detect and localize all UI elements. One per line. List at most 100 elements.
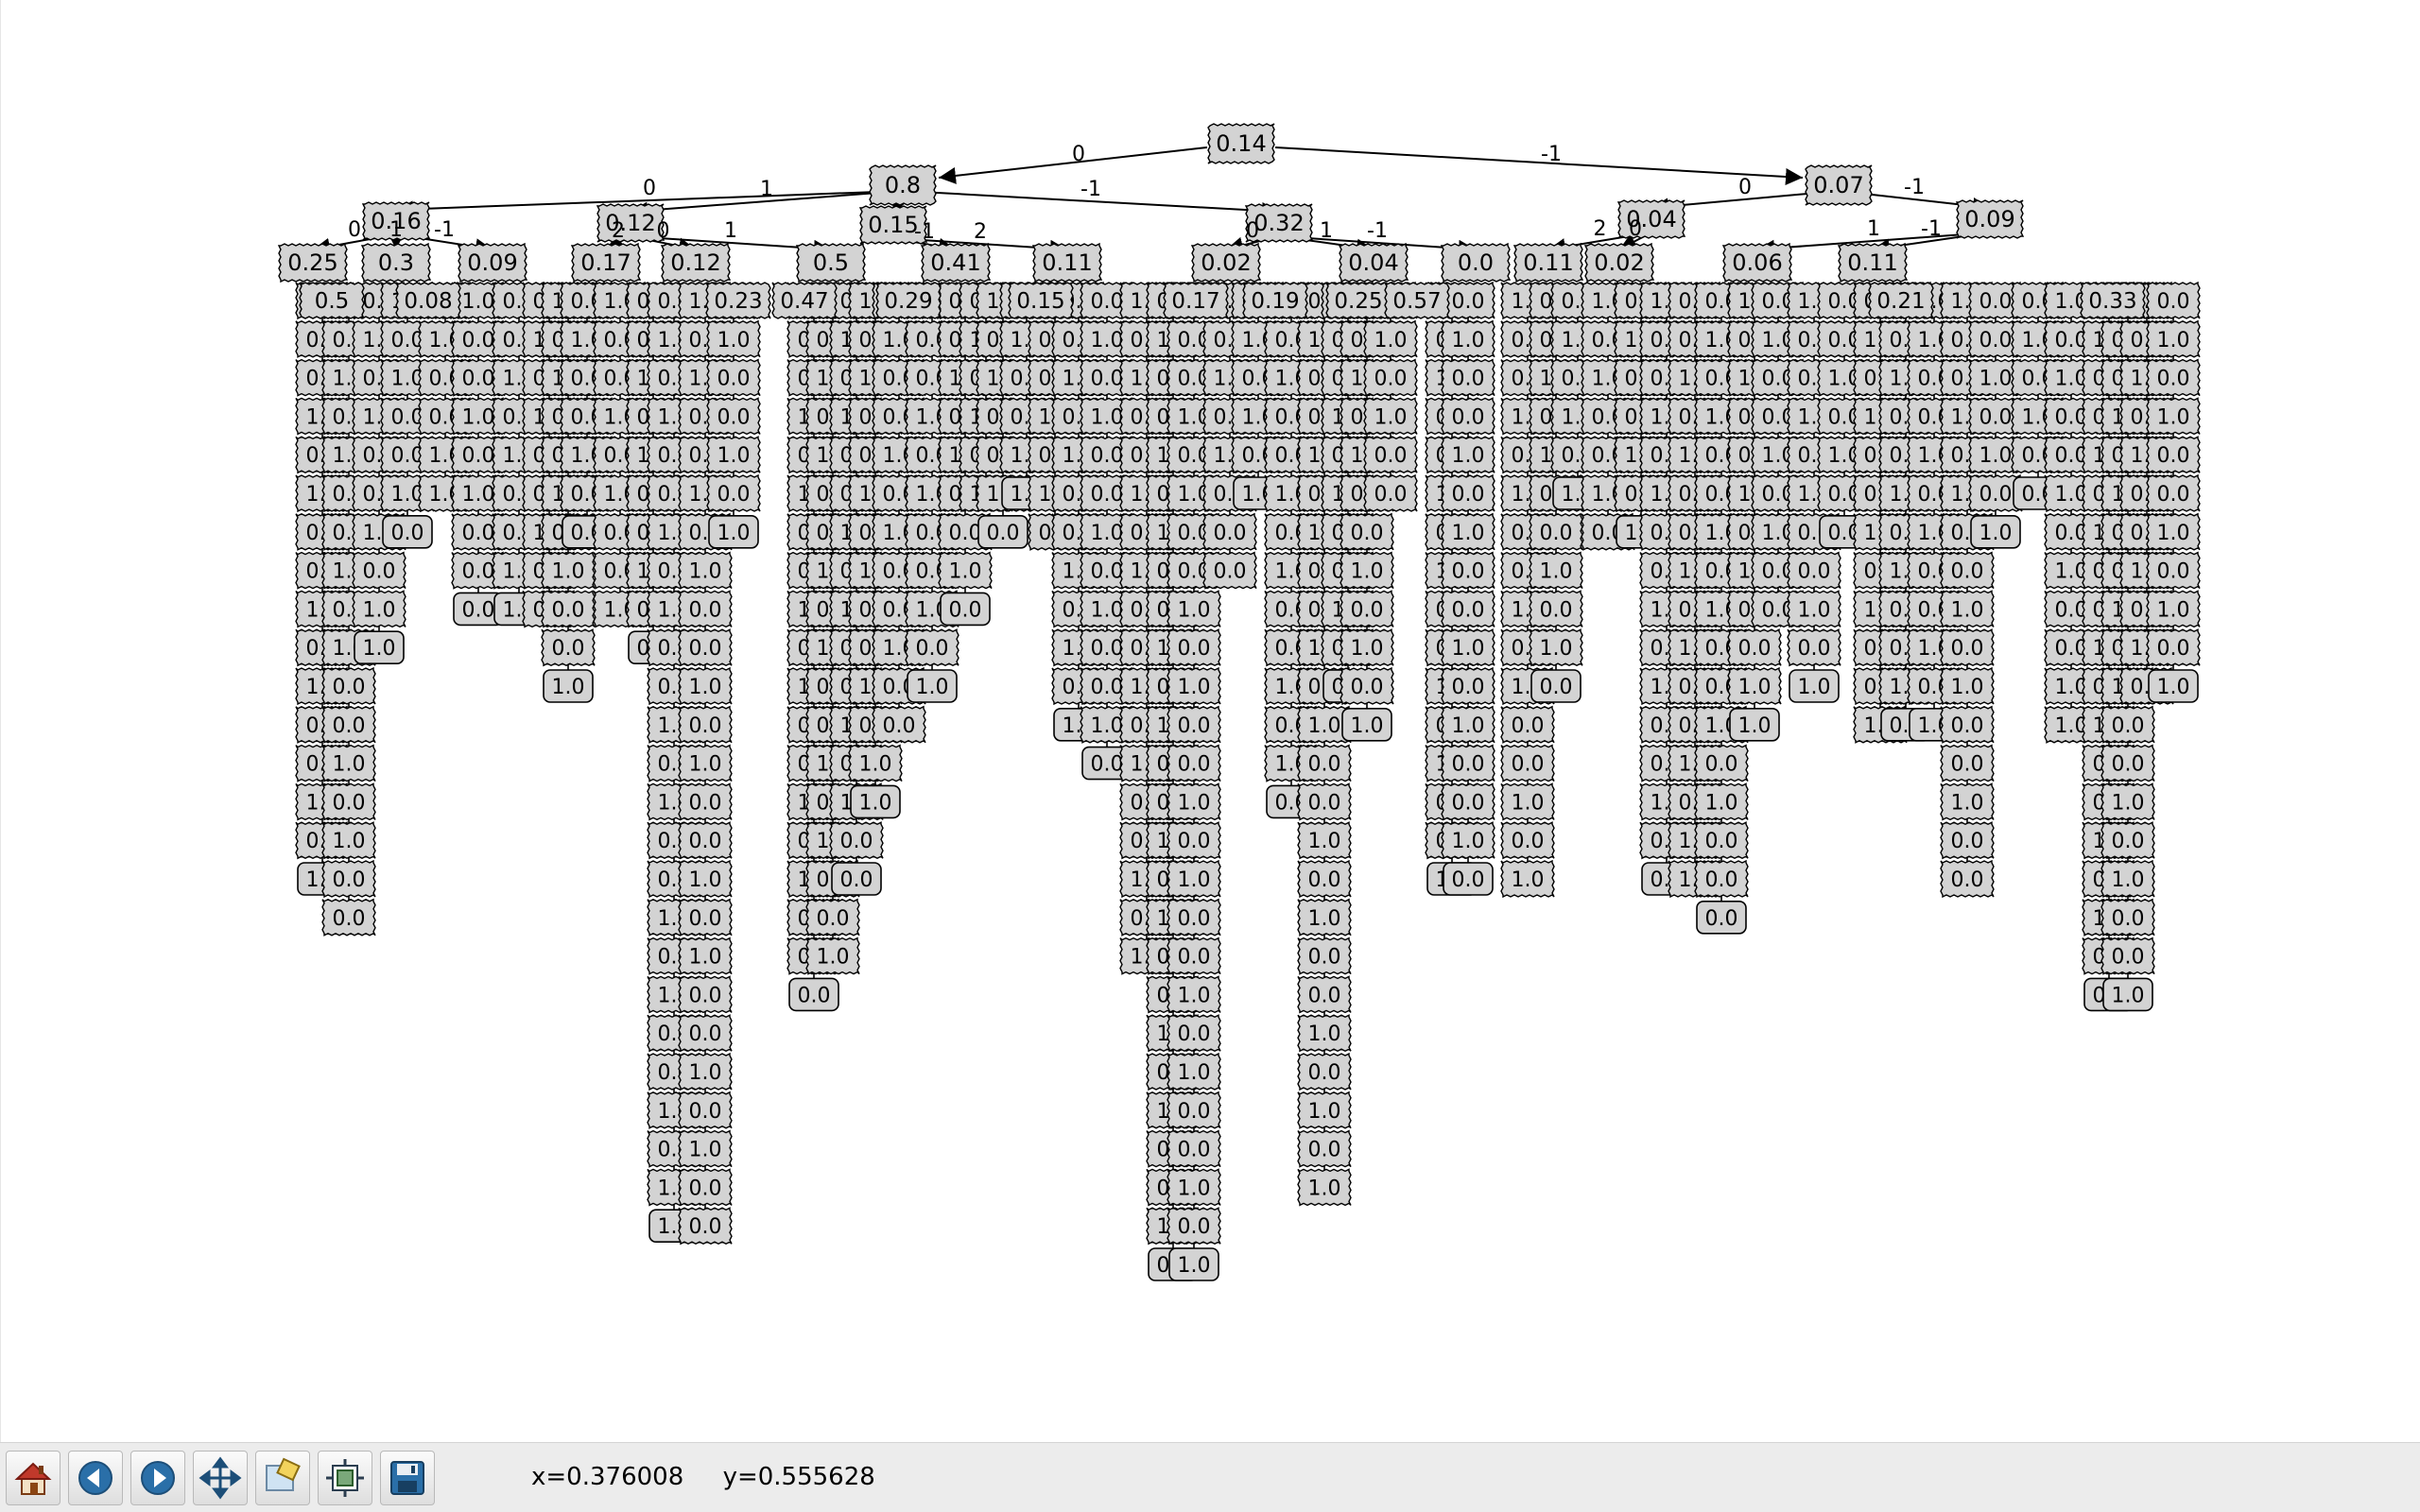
tree-node-label: 1.0 (1178, 676, 1211, 699)
leaf-node-box (321, 898, 376, 936)
tree-node-label: 0.0 (689, 637, 722, 661)
tree-node-box (678, 628, 733, 667)
forward-button[interactable] (130, 1451, 185, 1505)
tree-node-label: 1.0 (1452, 329, 1485, 352)
tree-node-box (678, 898, 733, 936)
tree-node: 1.0 (1968, 436, 2023, 474)
leaf-node-label: 1.0 (817, 946, 850, 970)
tree-graph: 1.0 0.0 0.0 1.0 0.0 1.0 0.0 0.0 1.0 0.0 1.0 0.0 0.0 1… (277, 123, 2201, 1281)
edge-root-0 (938, 146, 1208, 184)
leaf-node: 1.0 (708, 514, 759, 549)
tree-node: 0.0 (451, 551, 506, 590)
tree-node: 0.0 (2146, 628, 2201, 667)
tree-node: 1.0 (1297, 898, 1352, 936)
tree-node-label: 0.0 (689, 598, 722, 622)
tree-node-label: 0.0 (462, 368, 495, 391)
leaf-node: 1.0 (1789, 669, 1840, 703)
tree-node-label: 1.0 (363, 598, 396, 622)
tree-node: 0.0 (1441, 397, 1495, 436)
tree-node-label: 0.0 (2157, 368, 2190, 391)
tree-node-l4-label: 0.57 (1392, 289, 1441, 314)
tree-node-label: 0.0 (333, 868, 366, 892)
leaf-node-box (1363, 473, 1418, 513)
home-button[interactable] (6, 1451, 60, 1505)
tree-node-label: 0.0 (333, 676, 366, 699)
tree-node-l2: 0.12 (596, 203, 666, 243)
leaf-node-box (1530, 669, 1582, 703)
plot-canvas[interactable]: 1.0 0.0 0.0 1.0 0.0 1.0 0.0 0.0 1.0 0.0 1.0 0.0 0.0 1… (0, 0, 2420, 1442)
tree-node-l3-label: 0.11 (1042, 249, 1092, 276)
leaf-node: 0.0 (321, 898, 376, 936)
edge-l3-11-label: 2 (1594, 217, 1607, 241)
back-button[interactable] (68, 1451, 123, 1505)
tree-node: 0.0 (451, 512, 506, 551)
tree-node-box (1167, 1014, 1221, 1053)
tree-node-label: 1.0 (1091, 598, 1124, 622)
tree-node-label: 0.0 (1178, 714, 1211, 738)
tree-node-label: 1.0 (462, 290, 495, 314)
zoom-button[interactable] (255, 1451, 310, 1505)
edge-l3-10-label: -1 (1367, 219, 1388, 243)
tree-node-box (321, 859, 376, 899)
leaf-node: 0.0 (831, 862, 882, 896)
tree-node-box (352, 551, 406, 590)
tree-node-l3-label: 0.25 (287, 249, 337, 276)
tree-node-label: 1.0 (1178, 868, 1211, 892)
tree-node-box (706, 436, 761, 474)
tree-node-label: 1.0 (1540, 560, 1573, 584)
tree-node-label: 0.0 (1705, 868, 1738, 892)
tree-node-l4-label: 0.29 (884, 289, 932, 314)
tree-node: 1.0 (1340, 628, 1394, 667)
tree-node: 1.0 (1441, 319, 1495, 358)
tree-node: 0.0 (451, 436, 506, 474)
tree-node: 0.0 (1167, 1091, 1221, 1129)
tree-node-box (1167, 744, 1221, 782)
tree-node-label: 1.0 (689, 753, 722, 777)
tree-node-box (1340, 628, 1394, 667)
leaf-node-label: 1.0 (1512, 868, 1545, 892)
tree-node-label: 0.0 (689, 907, 722, 931)
tree-node-label: 1.0 (2112, 791, 2145, 815)
tree-node-box (1167, 859, 1221, 899)
tree-node-box (706, 397, 761, 436)
tree-node-box (1940, 744, 1995, 782)
tree-node-box (1297, 859, 1352, 899)
tree-node-l3-label: 0.41 (930, 249, 980, 276)
tree-node: 1.0 (1363, 397, 1418, 436)
tree-node-label: 0.0 (462, 444, 495, 468)
back-arrow-icon (78, 1461, 112, 1495)
tree-node-box (1363, 436, 1418, 474)
leaf-node-label: 1.0 (2157, 676, 2190, 699)
tree-node-label: 1.0 (1308, 830, 1341, 853)
tree-node: 1.0 (2146, 319, 2201, 358)
tree-node-box (678, 859, 733, 899)
tree-node-label: 0.0 (1091, 444, 1124, 468)
leaf-node-box (1341, 707, 1392, 742)
leaf-node: 0.0 (1940, 859, 1995, 899)
edge-l3-8-label: 0 (1246, 219, 1259, 243)
edge-l3-3-label: 2 (612, 219, 625, 243)
tree-node-box (1167, 936, 1221, 975)
tree-node-box (805, 898, 860, 936)
tree-node: 1.0 (1297, 821, 1352, 860)
tree-node-label: 0.0 (1178, 946, 1211, 970)
tree-node-label: 0.0 (2157, 483, 2190, 507)
tree-node-box (1167, 666, 1221, 706)
tree-node-box (1340, 512, 1394, 551)
tree-node-box (1441, 319, 1495, 358)
tree-node: 0.0 (1500, 821, 1555, 860)
tree-node: 0.0 (1297, 782, 1352, 821)
tree-node-box (1441, 628, 1495, 667)
subplots-button[interactable] (318, 1451, 372, 1505)
leaf-node-box (907, 669, 958, 703)
tree-node-box (1167, 1168, 1221, 1207)
tree-node-box (1167, 1129, 1221, 1168)
save-button[interactable] (380, 1451, 435, 1505)
tree-node: 0.0 (1441, 590, 1495, 628)
pan-button[interactable] (193, 1451, 248, 1505)
tree-node-box (1940, 821, 1995, 860)
tree-node: 0.0 (1297, 936, 1352, 975)
tree-node: 1.0 (1940, 590, 1995, 628)
tree-node-label: 1.0 (2157, 598, 2190, 622)
tree-node-l3: 0.0 (1440, 242, 1512, 284)
